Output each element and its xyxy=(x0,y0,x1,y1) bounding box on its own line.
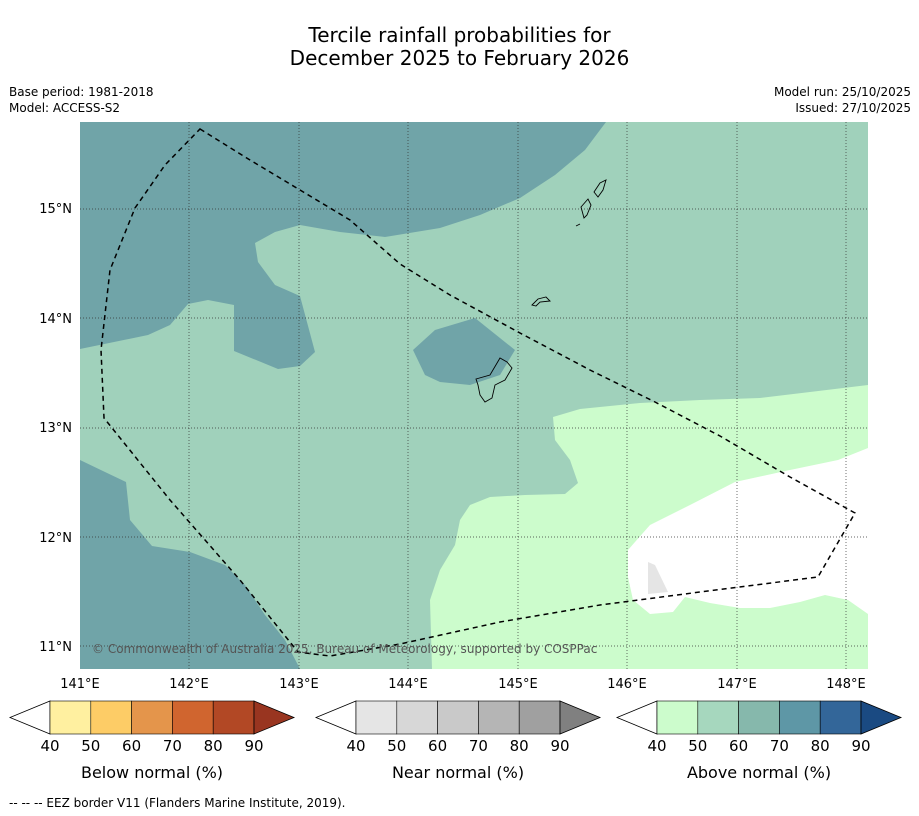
lon-label-141e: 141°E xyxy=(60,677,100,692)
colorbar-tick-label: 60 xyxy=(122,737,141,755)
lat-label-15n: 15°N xyxy=(39,202,72,217)
colorbar-near-normal: 40 50 60 70 80 90 xyxy=(314,700,602,755)
colorbar-tick-label: 40 xyxy=(647,737,666,755)
lat-label-13n: 13°N xyxy=(39,421,72,436)
colorbar-segment xyxy=(478,700,520,735)
colorbar-segment xyxy=(738,700,780,735)
lon-label-143e: 143°E xyxy=(279,677,319,692)
lon-label-146e: 146°E xyxy=(607,677,647,692)
lat-label-14n: 14°N xyxy=(39,312,72,327)
colorbar-extend-high xyxy=(559,700,602,735)
region-above-60-north xyxy=(80,122,606,369)
colorbar-tick-label: 70 xyxy=(770,737,789,755)
colorbar-segment xyxy=(172,700,214,735)
colorbar-segment xyxy=(90,700,132,735)
colorbar-below-normal: 40 50 60 70 80 90 xyxy=(8,700,296,755)
island-tinian xyxy=(580,198,592,219)
model-run-label: Model run: 25/10/2025 xyxy=(773,85,911,99)
model-label: Model: ACCESS-S2 xyxy=(9,101,121,115)
colorbar-segment xyxy=(518,700,561,735)
colorbar-extend-high xyxy=(253,700,296,735)
colorbar-tick-label: 80 xyxy=(811,737,830,755)
islands xyxy=(475,179,607,403)
colorbar-above-label: Above normal (%) xyxy=(687,763,831,782)
colorbar-extend-low xyxy=(615,700,658,735)
gridlines xyxy=(80,122,868,669)
chart-title-line1: Tercile rainfall probabilities for xyxy=(308,23,611,47)
region-above-60-southwest xyxy=(80,460,300,669)
colorbar-tick-label: 60 xyxy=(428,737,447,755)
colorbar-segment xyxy=(437,700,479,735)
colorbar-above-normal: 40 50 60 70 80 90 xyxy=(615,700,903,755)
colorbar-segment xyxy=(212,700,255,735)
colorbar-segment xyxy=(355,700,398,735)
colorbar-segment xyxy=(697,700,739,735)
colorbar-tick-label: 50 xyxy=(688,737,707,755)
colorbar-tick-label: 70 xyxy=(163,737,182,755)
colorbar-tick-label: 70 xyxy=(469,737,488,755)
colorbar-tick-label: 90 xyxy=(851,737,870,755)
region-neutral xyxy=(628,448,868,614)
lon-label-148e: 148°E xyxy=(826,677,866,692)
lat-label-11n: 11°N xyxy=(39,640,72,655)
lat-label-12n: 12°N xyxy=(39,531,72,546)
island-aguijan xyxy=(575,223,581,227)
colorbar-extend-low xyxy=(314,700,357,735)
issued-label: Issued: 27/10/2025 xyxy=(795,101,911,115)
region-above-60-central xyxy=(413,318,515,385)
island-rota xyxy=(531,296,551,307)
lon-label-145e: 145°E xyxy=(498,677,538,692)
eez-footnote: -- -- -- EEZ border V11 (Flanders Marine… xyxy=(9,796,346,810)
colorbar-extend-low xyxy=(8,700,51,735)
colorbar-tick-label: 80 xyxy=(510,737,529,755)
island-saipan xyxy=(593,179,607,198)
colorbar-segment xyxy=(49,700,92,735)
colorbar-segment xyxy=(819,700,862,735)
colorbar-tick-label: 90 xyxy=(550,737,569,755)
colorbar-segment xyxy=(396,700,438,735)
lon-label-147e: 147°E xyxy=(717,677,757,692)
colorbar-tick-label: 40 xyxy=(346,737,365,755)
colorbar-tick-label: 50 xyxy=(387,737,406,755)
probability-map xyxy=(80,122,868,669)
island-guam xyxy=(475,357,513,403)
region-near-normal xyxy=(648,562,668,594)
base-period-label: Base period: 1981-2018 xyxy=(9,85,154,99)
colorbar-segment xyxy=(779,700,821,735)
colorbar-tick-label: 60 xyxy=(729,737,748,755)
colorbar-tick-label: 90 xyxy=(244,737,263,755)
colorbar-below-label: Below normal (%) xyxy=(81,763,223,782)
colorbar-segment xyxy=(656,700,699,735)
copyright-notice: © Commonwealth of Australia 2025, Bureau… xyxy=(92,642,597,656)
colorbar-tick-label: 80 xyxy=(204,737,223,755)
lon-label-144e: 144°E xyxy=(388,677,428,692)
colorbar-segment xyxy=(131,700,173,735)
colorbar-tick-label: 40 xyxy=(40,737,59,755)
colorbar-extend-high xyxy=(860,700,903,735)
lon-label-142e: 142°E xyxy=(169,677,209,692)
chart-title-line2: December 2025 to February 2026 xyxy=(289,46,630,70)
eez-border xyxy=(100,128,857,657)
colorbar-near-label: Near normal (%) xyxy=(392,763,524,782)
colorbar-tick-label: 50 xyxy=(81,737,100,755)
